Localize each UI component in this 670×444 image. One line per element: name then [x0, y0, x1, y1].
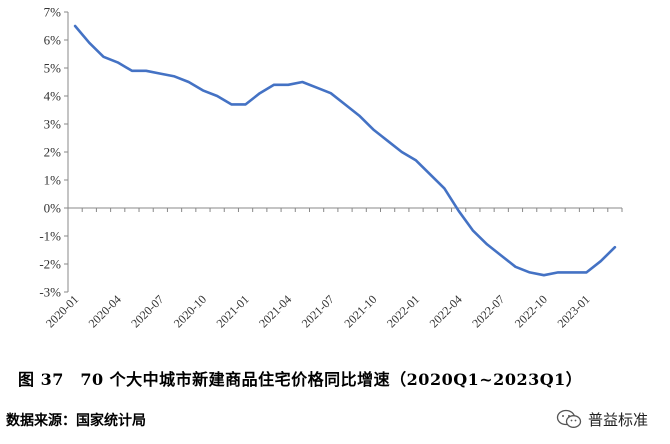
y-tick-label: 1% — [44, 173, 62, 188]
y-tick-label: 6% — [44, 33, 62, 48]
y-tick-label: 5% — [44, 61, 62, 76]
series-line — [73, 24, 617, 277]
y-tick-label: -3% — [39, 285, 61, 300]
y-tick-label: 4% — [44, 89, 62, 104]
line-chart: 7%6%5%4%3%2%1%0%-1%-2%-3%2020-01 2020-04 2… — [39, 5, 623, 330]
x-tick-label: 2021-01 — [214, 292, 252, 330]
x-tick-label: 2022-10 — [512, 292, 550, 330]
data-source-note: 数据来源：国家统计局 — [6, 413, 146, 429]
x-tick-label: 2020-10 — [171, 292, 209, 330]
y-tick-label: 0% — [44, 201, 62, 216]
x-tick-label: 2021-10 — [341, 292, 379, 330]
x-tick-label: 2023-01 — [554, 292, 592, 330]
y-tick-label: 7% — [44, 5, 62, 20]
x-tick-label: 2020-04 — [86, 292, 124, 330]
x-tick-label: 2022-07 — [469, 292, 507, 330]
x-tick-label: 2020-07 — [128, 292, 166, 330]
y-tick-label: 3% — [44, 117, 62, 132]
wechat-icon — [556, 409, 582, 428]
figure-caption: 图 37 70 个大中城市新建商品住宅价格同比增速（2020Q1~2023Q1） — [18, 370, 583, 389]
x-tick-label: 2021-07 — [299, 292, 337, 330]
wechat-watermark: 普益标准 — [556, 408, 648, 430]
y-tick-label: 2% — [44, 145, 62, 160]
y-tick-label: -2% — [39, 257, 61, 272]
x-tick-label: 2022-04 — [427, 292, 465, 330]
x-tick-label: 2021-04 — [256, 292, 294, 330]
x-tick-label: 2022-01 — [384, 292, 422, 330]
watermark-text: 普益标准 — [588, 410, 649, 429]
y-tick-label: -1% — [39, 229, 61, 244]
